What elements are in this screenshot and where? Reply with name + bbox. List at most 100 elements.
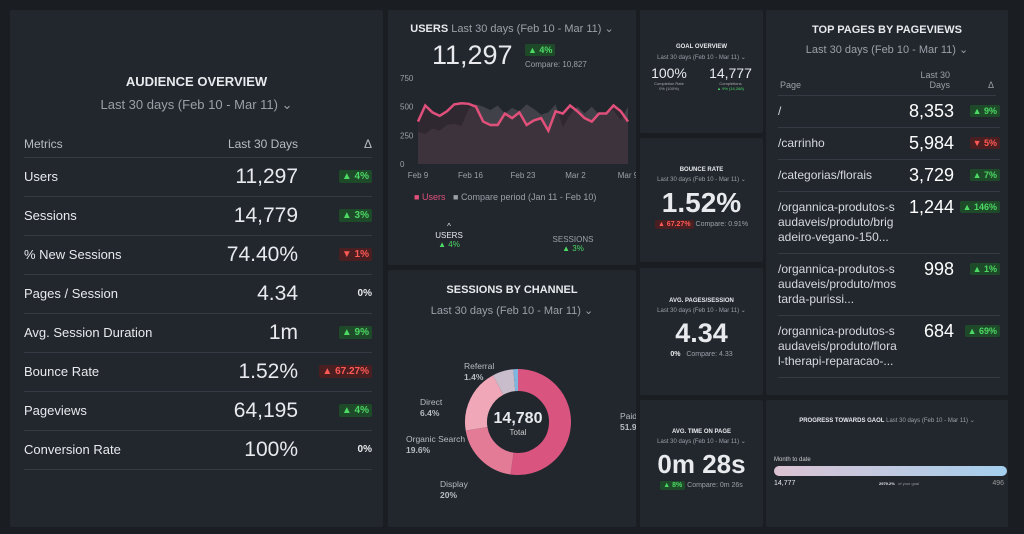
panel-title: Audience Overview [125, 74, 268, 89]
tab-users[interactable]: ^ Users ▲ 4% [435, 222, 463, 249]
delta: 0% (100%) [659, 86, 679, 91]
date-range-dropdown[interactable]: Last 30 days (Feb 10 - Mar 11) ⌄ [886, 418, 975, 424]
panel-title: Users [410, 23, 449, 35]
delta: ▲ 9% (14,268) [717, 86, 744, 91]
users-area [418, 103, 628, 164]
date-range-dropdown[interactable]: Last 30 days (Feb 10 - Mar 11) ⌄ [657, 439, 746, 445]
delta-badge: ▲ 67.27% [654, 220, 694, 229]
donut-total: 14,780 [493, 410, 543, 427]
date-range-dropdown[interactable]: Last 30 days (Feb 10 - Mar 11) ⌄ [100, 97, 293, 112]
col-header: Δ [302, 131, 372, 158]
progress-panel: Progress Towards Gaol Last 30 days (Feb … [766, 400, 1008, 527]
delta-badge: ▲ 146% [959, 201, 1000, 213]
x-tick-label: Mar 2 [565, 171, 586, 180]
pages-value: 4.34 [675, 318, 728, 348]
page-path[interactable]: / [778, 96, 898, 128]
donut-slice[interactable] [465, 426, 515, 475]
delta-badge: ▲ 69% [964, 325, 1000, 337]
delta-badge: ▲ 4% [525, 44, 556, 56]
users-value: 11,297 [432, 40, 513, 70]
metric-label: Users [24, 157, 200, 197]
legend-users[interactable]: ■ Users [414, 192, 446, 202]
col-header: Δ [987, 80, 994, 90]
x-tick-label: Feb 9 [408, 171, 429, 180]
delta-badge: 0% [670, 351, 681, 358]
slice-percent: 1.4% [464, 372, 484, 382]
delta-badge: ▲ 9% [338, 326, 372, 339]
table-row[interactable]: /categorias/florais 3,729 ▲ 7% [778, 159, 1000, 192]
panel-title: Sessions by Channel [446, 284, 578, 296]
metric-value: 1m [199, 313, 302, 353]
table-row[interactable]: /organnica-produtos-saudaveis/produto/mo… [778, 253, 1000, 316]
delta-badge: ▼ 5% [969, 137, 1000, 149]
progress-label: Month to date [774, 457, 811, 463]
metric-row: % New Sessions 74.40% ▼ 1% [24, 235, 372, 275]
date-range-dropdown[interactable]: Last 30 days (Feb 10 - Mar 11) ⌄ [657, 55, 746, 61]
slice-label: Direct [420, 397, 443, 407]
metric-value: 1.52% [199, 352, 302, 392]
metric-value: 11,297 [199, 157, 302, 197]
date-range-dropdown[interactable]: Last 30 days (Feb 10 - Mar 11) ⌄ [430, 305, 594, 317]
slice-percent: 20% [440, 490, 457, 500]
delta-badge: 0% [357, 444, 372, 455]
date-range-dropdown[interactable]: Last 30 days (Feb 10 - Mar 11) ⌄ [657, 177, 746, 183]
metric-label: Bounce Rate [24, 352, 200, 392]
pageviews: 684 [898, 315, 954, 378]
y-tick-label: 750 [400, 74, 414, 83]
panel-title: Bounce Rate [679, 167, 724, 173]
pageviews: 8,353 [898, 96, 954, 128]
date-range-dropdown[interactable]: Last 30 days (Feb 10 - Mar 11) ⌄ [805, 44, 969, 56]
delta-badge: ▲ 3% [338, 209, 372, 222]
delta-badge: ▲ 9% [969, 105, 1000, 117]
x-tick-label: Feb 23 [511, 171, 536, 180]
metric-label: Pages / Session [24, 274, 200, 314]
bounce-rate-panel: Bounce Rate Last 30 days (Feb 10 - Mar 1… [640, 138, 763, 262]
compare-text: Compare: 0.91% [695, 221, 749, 228]
metric-row: Conversion Rate 100% 0% [24, 430, 372, 470]
col-header: Last 30 Days [199, 131, 302, 158]
date-range-dropdown[interactable]: Last 30 days (Feb 10 - Mar 11) ⌄ [451, 23, 614, 35]
top-pages-table: /8,353 ▲ 9% /carrinho 5,984 ▼ 5% /categorias/… [778, 96, 1000, 378]
delta-badge: ▲ 4% [338, 170, 372, 183]
page-path[interactable]: /organnica-produtos-saudaveis/produto/mo… [778, 253, 898, 316]
pageviews: 5,984 [898, 127, 954, 160]
delta-badge: ▲ 7% [969, 169, 1000, 181]
progress-fill [774, 466, 1007, 476]
donut-slice[interactable] [465, 375, 504, 431]
metric-label: Avg. Session Duration [24, 313, 200, 353]
page-path[interactable]: /carrinho [778, 127, 898, 160]
page-path[interactable]: /organnica-produtos-saudaveis/produto/br… [778, 191, 898, 254]
pageviews: 998 [898, 253, 954, 316]
table-row[interactable]: /8,353 ▲ 9% [778, 96, 1000, 128]
metric-value: 74.40% [199, 235, 302, 275]
page-path[interactable]: /categorias/florais [778, 159, 898, 192]
delta-badge: ▲ 8% [660, 481, 686, 490]
delta-badge: ▼ 1% [338, 248, 372, 261]
goal-overview-panel: Goal Overview Last 30 days (Feb 10 - Mar… [640, 10, 763, 133]
tab-sessions[interactable]: Sessions ▲ 3% [552, 235, 594, 253]
slice-label: Paid S [620, 411, 636, 421]
metric-label: Conversion Rate [24, 430, 200, 470]
users-line-chart: 0 250 500 750 Feb 9 Feb 16 Feb 23 Mar 2 Mar 9 [400, 74, 636, 180]
date-range-dropdown[interactable]: Last 30 days (Feb 10 - Mar 11) ⌄ [657, 308, 746, 314]
time-value: 0m 28s [657, 449, 746, 479]
y-tick-label: 0 [400, 160, 405, 169]
delta-badge: ▲ 67.27% [319, 365, 372, 378]
donut-slice[interactable] [492, 369, 516, 395]
x-tick-label: Mar 9 [618, 171, 636, 180]
table-row[interactable]: /carrinho 5,984 ▼ 5% [778, 127, 1000, 160]
compare-text: Compare: 4.33 [686, 351, 733, 358]
slice-percent: 51.9% [620, 422, 636, 432]
table-row[interactable]: /organnica-produtos-saudaveis/produto/br… [778, 191, 1000, 254]
donut-slice[interactable] [510, 369, 571, 475]
label: Completion Rate [654, 81, 684, 86]
table-row[interactable]: /organnica-produtos-saudaveis/produto/fl… [778, 315, 1000, 378]
progress-goal: 496 [992, 480, 1004, 487]
top-pages-panel: Top Pages by Pageviews Last 30 days (Feb… [766, 10, 1008, 395]
page-path[interactable]: /organnica-produtos-saudaveis/produto/fl… [778, 315, 898, 378]
compare-text: Compare: 0m 26s [687, 482, 743, 489]
slice-label: Referral [464, 361, 494, 371]
metric-value: 4.34 [199, 274, 302, 314]
legend-compare[interactable]: ■ Compare period (Jan 11 - Feb 10) [452, 192, 597, 202]
delta-badge: 0% [357, 288, 372, 299]
